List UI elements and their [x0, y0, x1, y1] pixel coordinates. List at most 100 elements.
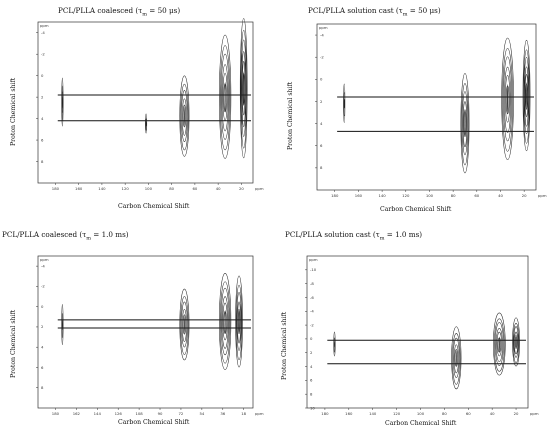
contour-ring [181, 301, 188, 348]
contour-ring [463, 109, 467, 138]
contour-ring [453, 344, 459, 374]
contour-ring [179, 75, 190, 157]
x-tick-label: 80 [169, 186, 174, 191]
contour-core [184, 106, 185, 127]
y-tick-label: 0 [41, 73, 44, 78]
contour-ring [180, 296, 189, 355]
contour-ring [501, 37, 514, 160]
contour-ring [242, 61, 246, 116]
panel-title: PCL/PLLA coalesced (τm = 50 μs) [58, 6, 181, 18]
contour-peak [235, 275, 243, 368]
contour-peak [343, 83, 346, 123]
contour-ring [494, 318, 505, 372]
contour-ring [451, 326, 462, 390]
y-tick-label: 6 [310, 378, 313, 383]
contour-ring [235, 275, 243, 368]
contour-core [498, 336, 500, 353]
x-tick-label: 120 [393, 411, 401, 416]
contour-ring [220, 287, 230, 356]
y-unit-label: ppm [319, 25, 328, 30]
contour-ring [512, 317, 520, 367]
contour-peak [179, 75, 190, 157]
contour-plot: 180 160 140 120 100 80 60 40 20 ppm -10 -8 -6 -4 -2 0 2 4… [305, 255, 539, 416]
contour-core [224, 81, 226, 113]
y-axis-label: Proton Chemical shift [281, 311, 288, 380]
contour-ring [462, 101, 468, 148]
contour-core [334, 341, 335, 348]
contour-core [464, 111, 466, 137]
y-tick-label: 8 [320, 165, 323, 170]
contour-ring [222, 302, 228, 341]
contour-core [62, 319, 63, 330]
contour-core [455, 350, 457, 367]
x-tick-label: 100 [417, 411, 425, 416]
y-axis-label: Proton Chemical shift [10, 309, 17, 378]
contour-core [62, 96, 63, 109]
contour-peak [460, 73, 470, 174]
contour-core [243, 71, 245, 106]
x-tick-label: 144 [94, 411, 102, 416]
contour-ring [237, 308, 241, 335]
x-unit-label: ppm [538, 193, 547, 198]
contour-peak [219, 34, 232, 159]
x-tick-label: 140 [378, 193, 386, 198]
contour-ring [452, 333, 461, 385]
y-tick-label: 10 [310, 405, 315, 410]
x-unit-label: ppm [255, 186, 264, 191]
panel-solution-cast-50us: PCL/PLLA solution cast (τm = 50 μs) 180 1… [275, 0, 550, 218]
contour-ring [524, 73, 529, 118]
y-tick-label: 8 [41, 159, 44, 164]
panel-title: PCL/PLLA solution cast (τm = 1.0 ms) [285, 230, 423, 242]
contour-ring [182, 104, 186, 128]
x-tick-label: 20 [239, 186, 244, 191]
x-tick-label: 140 [98, 186, 106, 191]
x-tick-label: 60 [466, 411, 471, 416]
contour-ring [514, 331, 518, 355]
x-tick-label: 162 [73, 411, 81, 416]
contour-peak [501, 37, 514, 160]
contour-ring [179, 288, 190, 361]
contour-ring [513, 326, 519, 358]
contour-ring [219, 34, 232, 159]
contour-core [515, 336, 517, 349]
contour-ring [495, 328, 503, 363]
contour-peak [179, 288, 190, 361]
contour-core [526, 82, 527, 110]
y-tick-label: -2 [41, 52, 45, 57]
y-tick-label: 2 [41, 94, 44, 99]
contour-ring [343, 92, 346, 117]
x-tick-label: 120 [122, 186, 130, 191]
panel-coalesced-1ms: PCL/PLLA coalesced (τm = 1.0 ms) 180 162 1… [0, 218, 275, 436]
x-axis-label: Carbon Chemical Shift [118, 419, 190, 426]
x-tick-label: 100 [145, 186, 153, 191]
contour-ring [221, 64, 229, 132]
x-tick-label: 160 [355, 193, 363, 198]
y-tick-label: 2 [310, 350, 313, 355]
x-tick-label: 20 [514, 411, 519, 416]
contour-ring [182, 98, 187, 136]
x-unit-label: ppm [530, 411, 539, 416]
contour-peak [61, 77, 64, 127]
contour-ring [61, 313, 64, 338]
y-tick-label: -4 [310, 309, 314, 314]
panel-title: PCL/PLLA coalesced (τm = 1.0 ms) [2, 230, 129, 242]
contour-peak [145, 113, 148, 134]
contour-ring [241, 51, 246, 127]
contour-ring [460, 73, 470, 174]
y-tick-label: -2 [41, 284, 45, 289]
contour-ring [504, 66, 512, 133]
contour-ring [240, 29, 247, 149]
contour-ring [241, 39, 247, 137]
contour-ring [494, 322, 504, 366]
contour-core [343, 98, 345, 109]
contour-plot: 180 160 140 120 100 80 60 40 20 ppm -4 -2 0 2 4 6 8 ppm [315, 23, 547, 198]
contour-peak [219, 273, 232, 370]
contour-ring [219, 273, 232, 370]
y-axis-label: Proton Chemical shift [287, 81, 294, 150]
contour-ring [219, 281, 231, 364]
contour-ring [454, 349, 458, 367]
x-tick-label: 20 [522, 193, 527, 198]
contour-core [224, 309, 226, 334]
contour-peak [61, 303, 64, 346]
y-tick-label: -8 [310, 281, 314, 286]
